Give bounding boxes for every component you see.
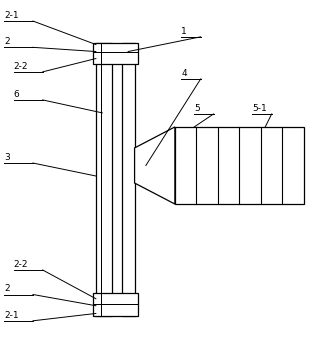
Bar [122, 43, 134, 316]
Text: 2-2: 2-2 [14, 260, 28, 269]
Text: 2-2: 2-2 [14, 62, 28, 71]
Text: 2-1: 2-1 [4, 11, 18, 20]
Bar [96, 43, 112, 316]
Text: 2-1: 2-1 [4, 311, 18, 320]
Text: 5-1: 5-1 [252, 104, 267, 113]
Text: 3: 3 [4, 153, 10, 162]
Text: 5: 5 [194, 104, 200, 113]
Text: 1: 1 [181, 27, 187, 36]
Bar [93, 43, 138, 64]
Text: 2: 2 [4, 37, 9, 46]
Text: 4: 4 [181, 69, 187, 78]
Text: 2: 2 [4, 284, 9, 294]
Bar [93, 294, 138, 316]
Text: 6: 6 [14, 90, 19, 99]
Polygon shape [134, 127, 175, 204]
Bar [175, 127, 304, 204]
